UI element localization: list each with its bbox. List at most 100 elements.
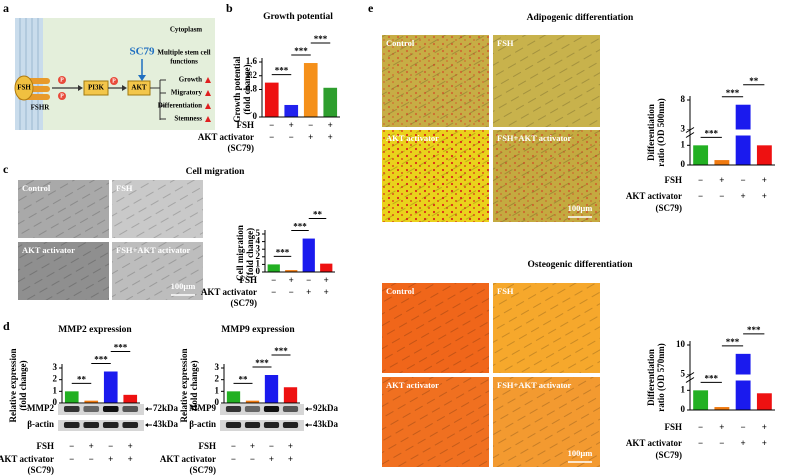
- y-axis-label: Differentiation: [646, 104, 656, 161]
- condition-sign: +: [719, 422, 724, 432]
- condition-sign: −: [250, 454, 255, 464]
- condition-sign: −: [719, 191, 724, 201]
- blot-band: [122, 422, 139, 428]
- condition-sign: +: [324, 287, 329, 297]
- significance-label: ***: [275, 66, 289, 76]
- micrograph-label: AKT activator: [22, 245, 75, 255]
- receptor-label: FSHR: [31, 104, 51, 112]
- y-tick-label: 0: [53, 397, 58, 407]
- y-axis-label: Relative expression: [179, 348, 189, 422]
- condition-sign: −: [698, 438, 703, 448]
- bar: [84, 400, 99, 403]
- scale-bar-label: 100μm: [171, 281, 196, 291]
- significance-label: ***: [705, 373, 719, 383]
- condition-sign: −: [269, 132, 274, 142]
- bar: [264, 375, 279, 403]
- significance-label: ***: [314, 34, 328, 44]
- function-label: Growth: [179, 76, 202, 84]
- micrograph-label: FSH: [116, 183, 133, 193]
- blot-strip: [58, 404, 144, 415]
- blot-strip: [220, 404, 304, 415]
- condition-sign: +: [250, 441, 255, 451]
- drug-label: SC79: [129, 46, 155, 58]
- micrograph-texture: [493, 35, 600, 127]
- blot-band: [225, 406, 242, 412]
- y-axis-label: Differentiation: [646, 349, 656, 406]
- condition-sign: −: [698, 422, 703, 432]
- axis-break: [686, 374, 777, 381]
- panel-label: d: [3, 319, 10, 333]
- condition-label: FSH: [36, 441, 54, 451]
- y-tick-label: 1: [681, 384, 686, 394]
- y-axis-label: Growth potential: [232, 56, 242, 123]
- condition-sign: +: [328, 120, 333, 130]
- y-axis-label: (fold change): [18, 360, 28, 410]
- micrograph-texture: [112, 242, 203, 300]
- blot-size: 72kDa: [153, 403, 179, 413]
- micrograph-texture: [382, 377, 489, 467]
- panel-label: b: [226, 1, 233, 15]
- y-tick-label: 0: [256, 266, 261, 276]
- condition-sign: −: [741, 422, 746, 432]
- micrograph-texture: [112, 180, 203, 238]
- blot-label: β-actin: [27, 419, 54, 429]
- significance-label: ***: [94, 355, 108, 365]
- condition-sign: −: [269, 120, 274, 130]
- blot-band: [63, 422, 80, 428]
- y-axis-label: Relative expression: [8, 348, 18, 422]
- significance-label: **: [77, 374, 87, 384]
- axis-break: [686, 129, 777, 136]
- condition-sign: −: [269, 441, 274, 451]
- condition-sign: +: [128, 441, 133, 451]
- micrograph-label: Control: [386, 286, 415, 296]
- y-tick-label: 1: [256, 258, 261, 268]
- condition-label: FSH: [236, 120, 254, 130]
- condition-sign: +: [288, 441, 293, 451]
- blot-label: MMP2: [27, 403, 54, 413]
- y-axis-label: (fold change): [242, 64, 252, 114]
- condition-sign: +: [324, 275, 329, 285]
- condition-sign: −: [271, 275, 276, 285]
- bar: [714, 407, 730, 410]
- y-axis-label: (fold change): [245, 228, 255, 278]
- condition-sign: −: [289, 132, 294, 142]
- y-tick-label: 1.6: [246, 56, 258, 66]
- bar: [303, 63, 318, 117]
- functions-title: functions: [170, 58, 198, 66]
- y-tick-label: 0: [253, 111, 258, 121]
- condition-sign: +: [762, 438, 767, 448]
- bar: [123, 394, 138, 403]
- condition-sign: −: [108, 441, 113, 451]
- condition-sign: +: [306, 287, 311, 297]
- y-tick-label: 3: [53, 362, 58, 372]
- condition-label: AKT activator: [160, 454, 216, 464]
- y-tick-label: 3: [256, 243, 261, 253]
- condition-sign: +: [128, 454, 133, 464]
- y-axis-label: (fold change): [189, 360, 199, 410]
- blot-band: [63, 406, 80, 412]
- condition-sign: −: [308, 120, 313, 130]
- bar: [264, 82, 279, 117]
- condition-sign: −: [719, 438, 724, 448]
- y-tick-label: 1.2: [246, 70, 258, 80]
- y-tick-label: 1: [215, 385, 220, 395]
- chart-title: Osteogenic differentiation: [527, 260, 633, 270]
- micrograph-label: FSH: [497, 286, 514, 296]
- micrograph-texture: [382, 283, 489, 373]
- blot-band: [244, 406, 261, 412]
- blot-arrow: [305, 407, 308, 411]
- blot-band: [83, 422, 100, 428]
- condition-sign: −: [231, 454, 236, 464]
- condition-label: (SC79): [228, 143, 255, 153]
- y-tick-label: 1: [53, 385, 58, 395]
- condition-label: AKT activator: [0, 454, 54, 464]
- condition-label: (SC79): [190, 465, 217, 475]
- significance-label: ***: [747, 325, 761, 335]
- condition-sign: +: [289, 120, 294, 130]
- scale-bar-label: 100μm: [568, 448, 593, 458]
- blot-size: 43kDa: [313, 419, 339, 429]
- y-tick-label: 3: [681, 124, 686, 134]
- function-label: Stemness: [174, 115, 202, 123]
- panel-label: a: [3, 1, 9, 15]
- condition-label: (SC79): [656, 203, 683, 213]
